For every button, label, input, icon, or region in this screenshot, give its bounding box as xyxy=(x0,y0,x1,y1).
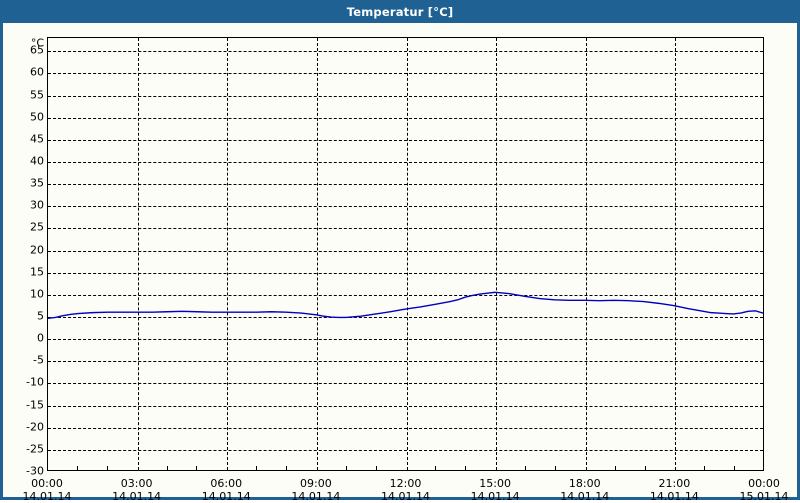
x-axis-tick-date: 14.01.14 xyxy=(112,490,162,503)
gridline-horizontal xyxy=(48,51,763,53)
x-axis-tick-label: 00:00 14.01.14 xyxy=(23,477,72,503)
x-axis-minor-tick xyxy=(704,466,706,471)
x-axis-minor-tick xyxy=(435,466,437,471)
x-axis-tick-time: 06:00 xyxy=(210,477,243,490)
gridline-horizontal xyxy=(48,361,763,363)
window-title-bar: Temperatur [°C] xyxy=(0,0,800,23)
gridline-horizontal xyxy=(48,317,763,318)
gridline-horizontal xyxy=(48,339,763,341)
x-axis-tick-label: 06:00 14.01.14 xyxy=(202,477,251,503)
x-axis-minor-tick xyxy=(256,466,258,471)
y-axis-tick-label: 65 xyxy=(30,43,44,57)
x-axis-tick-label: 00:00 15.01.14 xyxy=(740,477,789,503)
y-axis-tick-label: -20 xyxy=(26,420,44,434)
y-axis-tick-label: 40 xyxy=(30,154,44,168)
x-axis-tick-label: 12:00 14.01.14 xyxy=(381,477,430,503)
x-axis-minor-tick xyxy=(554,466,556,471)
y-axis-tick-label: -5 xyxy=(33,353,44,367)
x-axis-tick-time: 15:00 xyxy=(479,477,511,490)
gridline-horizontal xyxy=(48,405,763,407)
x-axis-tick-date: 14.01.14 xyxy=(560,490,610,503)
x-axis-minor-tick xyxy=(76,466,78,471)
x-axis-minor-tick xyxy=(375,466,377,471)
x-axis-minor-tick xyxy=(614,466,616,471)
x-axis-tick-label: 21:00 14.01.14 xyxy=(650,477,699,503)
gridline-horizontal xyxy=(48,184,763,186)
y-axis-tick-label: 60 xyxy=(30,65,44,79)
x-axis-tick-date: 14.01.14 xyxy=(470,490,520,503)
gridline-vertical xyxy=(675,38,677,470)
x-axis-tick-time: 09:00 xyxy=(300,477,332,490)
gridline-horizontal xyxy=(48,272,763,274)
gridline-horizontal xyxy=(48,449,763,451)
x-axis-tick-time: 21:00 xyxy=(658,477,691,490)
x-axis-tick-label: 09:00 14.01.14 xyxy=(291,477,340,503)
gridline-horizontal xyxy=(48,73,763,75)
y-axis-tick-label: -10 xyxy=(26,375,44,389)
y-axis-tick-label: 0 xyxy=(37,331,44,345)
y-axis-unit-label: °C xyxy=(30,36,44,50)
x-axis-tick-time: 03:00 xyxy=(120,477,153,490)
x-axis-minor-tick xyxy=(196,466,198,471)
gridline-vertical xyxy=(406,38,408,470)
y-axis-tick-label: -25 xyxy=(26,442,44,456)
y-axis-tick-label: 5 xyxy=(37,309,44,323)
chart-area: °C 65 60 55 50 45 40 35 30 25 20 15 10 5 0 -5 -10 -15 -20… xyxy=(3,23,797,503)
y-axis-labels: °C 65 60 55 50 45 40 35 30 25 20 15 10 5 0 -5 -10 -15 -20… xyxy=(3,23,44,497)
y-axis-tick-label: -30 xyxy=(26,464,44,478)
y-axis-tick-label: 10 xyxy=(30,287,44,301)
gridline-horizontal xyxy=(48,162,763,163)
plot-frame xyxy=(47,37,764,471)
gridline-vertical xyxy=(227,38,229,470)
y-axis-tick-label: 35 xyxy=(30,176,44,190)
gridline-horizontal xyxy=(48,95,763,97)
x-axis-tick-label: 18:00 14.01.14 xyxy=(560,477,609,503)
y-axis-tick-label: 20 xyxy=(30,243,44,257)
x-axis-tick-date: 14.01.14 xyxy=(22,490,72,503)
x-axis-tick-date: 14.01.14 xyxy=(291,490,341,503)
gridline-horizontal xyxy=(48,139,763,141)
y-axis-tick-label: 25 xyxy=(30,220,44,234)
gridline-vertical xyxy=(137,38,139,470)
x-axis-minor-tick xyxy=(525,466,526,471)
temperature-line-series xyxy=(48,291,763,320)
gridline-horizontal xyxy=(48,228,763,230)
x-axis-tick-label: 15:00 14.01.14 xyxy=(471,477,520,503)
x-axis-tick-date: 15.01.14 xyxy=(739,490,789,503)
y-axis-tick-label: 50 xyxy=(30,110,44,124)
gridline-horizontal xyxy=(48,206,763,208)
x-axis-minor-tick xyxy=(465,466,467,471)
y-axis-tick-label: 30 xyxy=(30,198,44,212)
gridline-vertical xyxy=(585,38,587,470)
x-axis-minor-tick xyxy=(286,466,287,471)
x-axis-minor-tick xyxy=(345,466,347,471)
page-title: Temperatur [°C] xyxy=(346,4,454,19)
gridline-vertical xyxy=(496,38,498,470)
x-axis-tick-date: 14.01.14 xyxy=(381,490,430,503)
y-axis-tick-label: -15 xyxy=(26,398,44,412)
y-axis-tick-label: 45 xyxy=(30,132,44,146)
y-axis-tick-label: 55 xyxy=(30,88,44,102)
x-axis-tick-time: 18:00 xyxy=(568,477,601,490)
gridline-horizontal xyxy=(48,427,763,429)
x-axis-minor-tick xyxy=(644,466,646,471)
x-axis-tick-date: 14.01.14 xyxy=(201,490,251,503)
gridline-horizontal xyxy=(48,117,763,119)
x-axis-minor-tick xyxy=(166,466,168,471)
y-axis-tick-label: 15 xyxy=(30,265,44,279)
x-axis-tick-time: 00:00 xyxy=(748,477,780,490)
x-axis-minor-tick xyxy=(734,466,736,471)
x-axis-labels: 00:00 14.01.14 03:00 14.01.14 06:00 14.01.14 0… xyxy=(3,23,797,503)
x-axis-tick-date: 14.01.14 xyxy=(649,490,699,503)
gridline-horizontal xyxy=(48,250,763,252)
x-axis-tick-time: 00:00 xyxy=(31,477,63,490)
gridline-horizontal xyxy=(48,294,763,296)
x-axis-tick-time: 12:00 xyxy=(389,477,422,490)
x-axis-minor-tick xyxy=(106,466,108,471)
gridline-vertical xyxy=(316,38,318,470)
gridline-horizontal xyxy=(48,383,763,385)
x-axis-tick-label: 03:00 14.01.14 xyxy=(112,477,161,503)
